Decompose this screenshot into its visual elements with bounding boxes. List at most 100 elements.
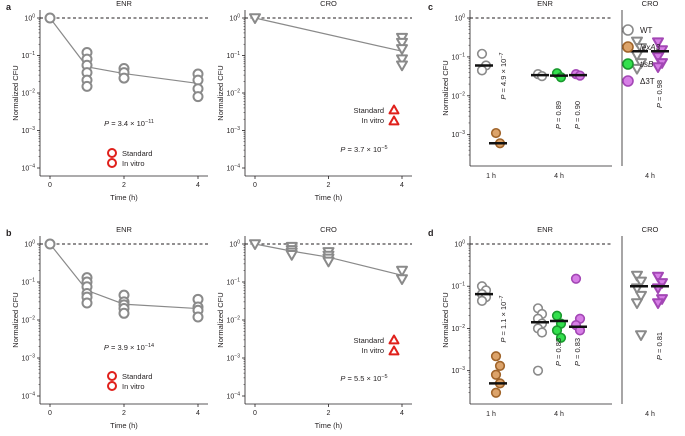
data-point-tisB — [555, 72, 567, 83]
data-point-WT — [631, 298, 643, 310]
legend-label-lexA3: lexA3 — [640, 43, 661, 52]
panel-a_enr: 10−4 10−3 10−2 10−1 100 0 2 4 Time (h) Normalized… — [11, 0, 208, 202]
panel-title-cro: CRO — [642, 0, 659, 8]
x-tick-label: 2 — [122, 410, 126, 417]
y-tick-label: 10−3 — [227, 126, 241, 135]
p-value: P = 0.90 — [573, 101, 582, 129]
data-point — [118, 307, 130, 319]
data-point-WT — [532, 365, 544, 376]
data-point-lexA3 — [490, 387, 502, 398]
y-tick-label: 10−2 — [227, 316, 241, 325]
x-tick-label: 0 — [48, 410, 52, 417]
legend-label-Δ3T: Δ3T — [640, 77, 655, 86]
panel-title: ENR — [116, 225, 132, 234]
panel-c: 10−3 10−2 10−1 100 Normalized CFU ENR CRO P = 4… — [441, 0, 669, 180]
y-tick-label: 10−2 — [22, 89, 36, 98]
x-tick-label: 4 — [196, 182, 200, 189]
data-point — [322, 256, 335, 268]
x-tick-label: 2 — [122, 182, 126, 189]
data-point — [396, 54, 408, 66]
legend-standard-marker — [107, 148, 117, 158]
data-point-WT — [635, 43, 647, 54]
x-tick-label: 4 — [400, 410, 404, 417]
y-tick-label: 10−1 — [22, 278, 36, 287]
y-tick-label: 10−3 — [227, 354, 241, 363]
data-point — [249, 13, 261, 24]
y-tick-label: 10−1 — [227, 278, 241, 287]
mean-line — [49, 17, 199, 85]
data-point-WT — [476, 48, 488, 59]
x-axis-label: Time (h) — [315, 193, 343, 202]
y-tick-label: 100 — [229, 14, 240, 23]
data-point-Δ3T — [652, 298, 664, 310]
x-axis-label: Time (h) — [110, 421, 138, 430]
legend-standard-label: Standard — [354, 106, 384, 115]
data-point-WT — [631, 270, 643, 282]
data-point — [192, 91, 204, 103]
y-tick-label: 10−3 — [452, 366, 466, 375]
legend-standard-marker — [388, 334, 400, 345]
data-point-lexA3 — [494, 360, 506, 371]
x-axis-label: Time (h) — [315, 421, 343, 430]
legend-invitro-marker — [107, 158, 117, 168]
data-point — [396, 44, 408, 55]
legend-invitro-label: In vitro — [122, 382, 145, 391]
group-label: 4 h — [554, 173, 564, 180]
panel-b_cro: 10−4 10−3 10−2 10−1 100 0 2 4 Time (h) Normalized… — [216, 225, 412, 430]
y-tick-label: 10−1 — [227, 51, 241, 60]
legend-invitro-label: In vitro — [361, 346, 384, 355]
group-label: 4 h — [554, 411, 564, 418]
legend-standard-label: Standard — [122, 372, 152, 381]
p-value: P = 3.4 × 10−11 — [104, 119, 154, 128]
data-point-Δ3T — [652, 62, 664, 73]
y-tick-label: 10−1 — [452, 52, 466, 61]
p-value: P = 1.1 × 10−7 — [499, 295, 508, 342]
data-point-Δ3T — [652, 52, 664, 63]
data-point-WT — [635, 276, 647, 288]
group-label: 4 h — [645, 411, 655, 418]
y-tick-label: 100 — [454, 14, 465, 23]
x-tick-label: 0 — [48, 182, 52, 189]
data-point-Δ3T — [652, 37, 664, 49]
y-tick-label: 100 — [229, 240, 240, 249]
group-label: 1 h — [486, 411, 496, 418]
y-tick-label: 100 — [454, 240, 465, 249]
x-tick-label: 2 — [327, 182, 331, 189]
data-point-WT — [476, 295, 488, 306]
data-point — [44, 238, 56, 250]
y-axis-label: Normalized CFU — [11, 292, 20, 347]
y-tick-label: 10−4 — [22, 164, 36, 173]
panel-title-cro: CRO — [642, 225, 659, 234]
data-point — [118, 72, 130, 84]
y-tick-label: 10−4 — [227, 392, 241, 401]
group-label: 4 h — [645, 173, 655, 180]
data-point-Δ3T — [652, 271, 664, 283]
legend-invitro-marker — [388, 115, 400, 126]
y-tick-label: 10−3 — [22, 126, 36, 135]
panel-b_enr: 10−4 10−3 10−2 10−1 100 0 2 4 Time (h) Normalized… — [11, 225, 208, 430]
panel-a_cro: 10−4 10−3 10−2 10−1 100 0 2 4 Time (h) Normalized… — [216, 0, 412, 202]
data-point-lexA3 — [490, 351, 502, 362]
y-axis-label: Normalized CFU — [216, 65, 225, 120]
figure-label-c: c — [428, 2, 433, 12]
y-axis-label: Normalized CFU — [216, 292, 225, 347]
data-point — [192, 311, 204, 323]
group-label: 1 h — [486, 173, 496, 180]
data-point-WT — [635, 330, 647, 341]
y-axis-label: Normalized CFU — [11, 65, 20, 120]
legend-standard-marker — [107, 371, 117, 381]
data-point-WT — [635, 58, 647, 69]
y-tick-label: 10−2 — [227, 89, 241, 98]
data-point — [396, 37, 408, 49]
legend-marker-Δ3T — [622, 75, 634, 87]
data-point-lexA3 — [490, 127, 502, 139]
panel-d: 10−3 10−2 10−1 100 Normalized CFU ENR CRO P = 1… — [441, 225, 669, 418]
panel-title-enr: ENR — [537, 225, 553, 234]
p-value: P = 0.83 — [573, 338, 582, 366]
p-value: P = 3.7 × 10−5 — [340, 145, 387, 154]
y-tick-label: 10−4 — [22, 392, 36, 401]
data-point-lexA3 — [490, 369, 502, 380]
x-tick-label: 4 — [196, 410, 200, 417]
y-tick-label: 100 — [24, 240, 35, 249]
mean-line — [254, 17, 403, 52]
